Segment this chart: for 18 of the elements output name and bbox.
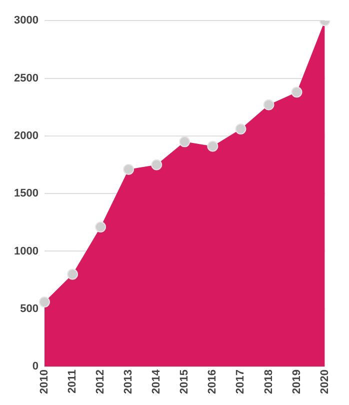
x-tick-label: 2010 (38, 370, 50, 394)
x-tick-label: 2018 (262, 370, 275, 394)
y-tick-label: 1000 (14, 245, 38, 258)
x-tick-label: 2017 (234, 370, 247, 394)
y-tick-label: 1500 (14, 188, 38, 200)
y-tick-label: 2000 (14, 130, 38, 142)
y-tick-label: 0 (32, 360, 38, 373)
x-tick-label: 2014 (150, 368, 163, 394)
y-tick-label: 500 (20, 302, 38, 315)
x-tick-label: 2019 (290, 370, 303, 394)
y-tick-label: 3000 (14, 14, 38, 27)
x-tick-label: 2016 (206, 370, 219, 394)
y-tick-label: 2500 (14, 72, 38, 84)
x-tick-label: 2011 (66, 370, 79, 394)
x-tick-label: 2015 (178, 370, 191, 394)
x-tick-label: 2020 (318, 370, 331, 394)
x-tick-label: 2013 (122, 370, 135, 394)
x-tick-label: 2012 (94, 370, 107, 394)
